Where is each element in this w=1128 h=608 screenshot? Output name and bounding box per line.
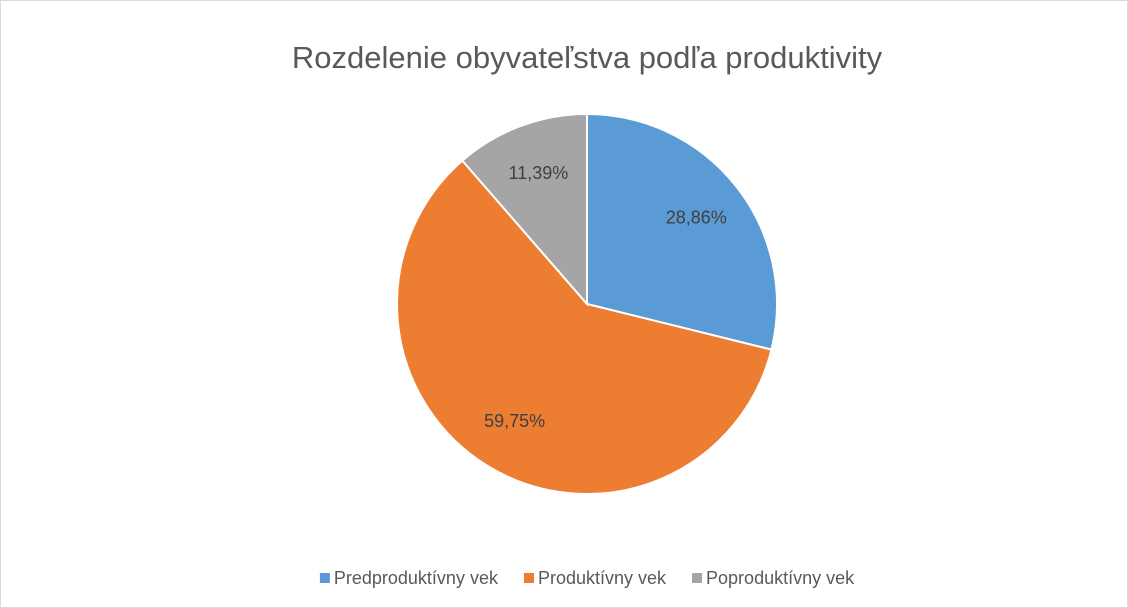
legend-swatch xyxy=(523,573,534,583)
legend-label: Produktívny vek xyxy=(538,568,667,588)
pie-slice xyxy=(396,159,773,495)
pie-slice xyxy=(460,112,588,307)
data-label: 59,75% xyxy=(484,411,545,431)
data-label: 11,39% xyxy=(509,163,569,183)
legend-swatch xyxy=(692,573,703,583)
chart-title: Rozdelenie obyvateľstva podľa produktivi… xyxy=(292,40,883,75)
legend-swatch xyxy=(319,573,330,583)
data-label: 28,86% xyxy=(666,207,727,227)
legend-label: Poproduktívny vek xyxy=(706,568,855,588)
legend-label: Predproduktívny vek xyxy=(334,568,499,588)
pie-slice xyxy=(586,112,778,351)
